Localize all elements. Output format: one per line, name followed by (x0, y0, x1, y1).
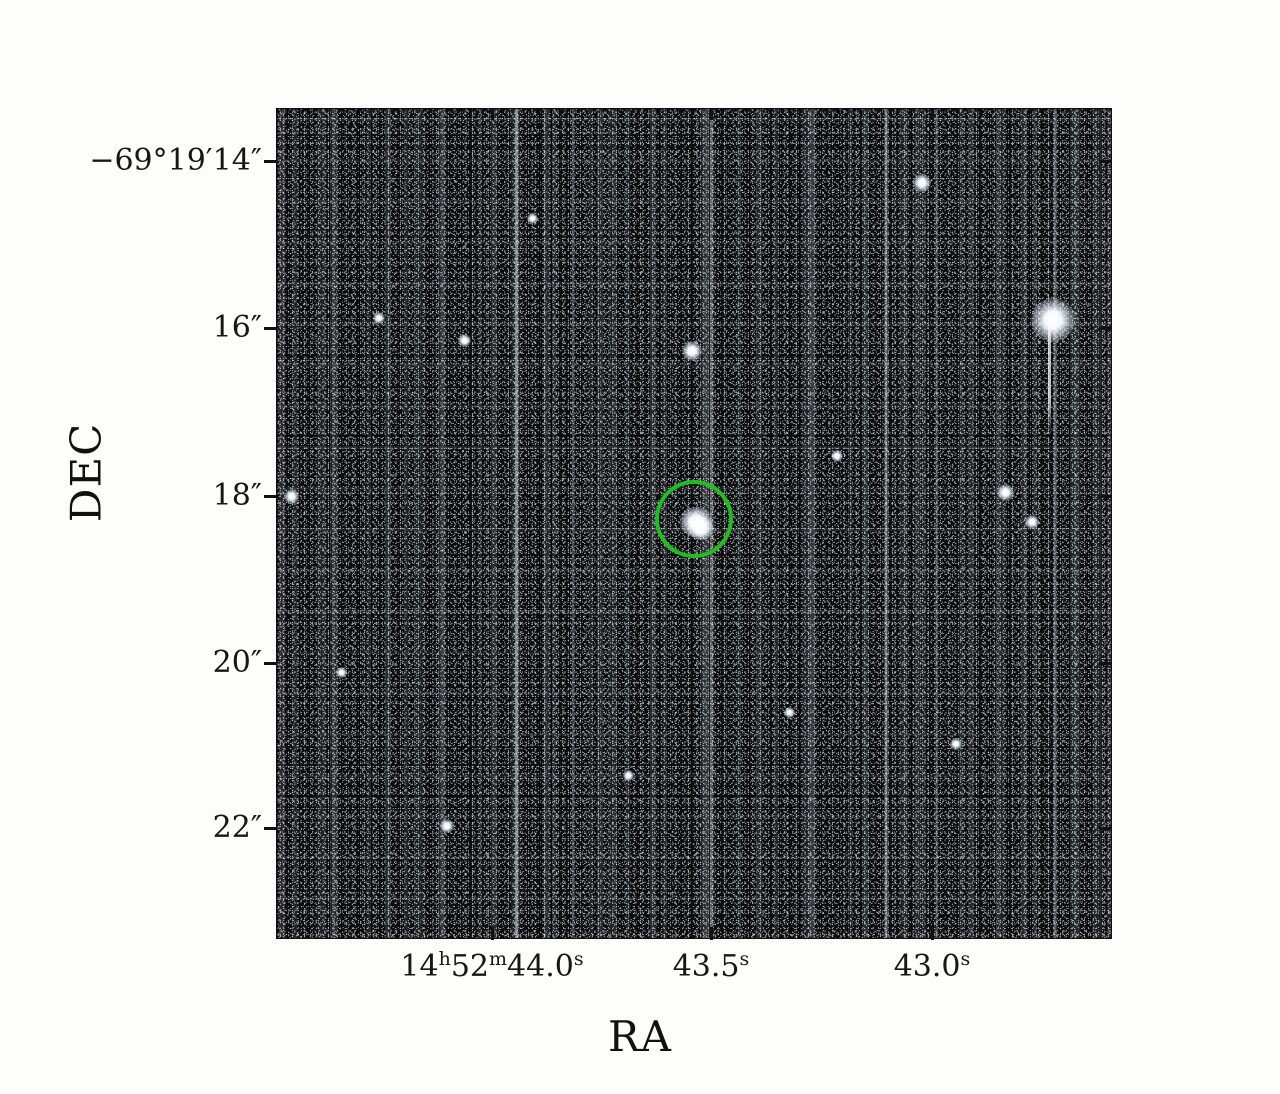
y-axis-title: DEC (61, 422, 111, 523)
bright-source (682, 341, 702, 361)
bright-source (950, 738, 962, 750)
x-tick-mark (491, 927, 494, 940)
x-tick-mark-top (710, 109, 713, 120)
x-tick-mark (710, 927, 713, 940)
x-tick-hours: 14 (400, 949, 439, 984)
x-tick-label-0: 14h52m44.0s (342, 949, 642, 984)
x-tick-mark-top (931, 109, 934, 120)
bright-source (373, 312, 385, 324)
x-tick-seconds-unit: s (739, 948, 750, 970)
x-tick-seconds: 44.0 (507, 949, 574, 984)
bright-source (913, 174, 931, 192)
y-tick-label-3: 20″ (212, 645, 262, 680)
x-tick-mark-top (491, 109, 494, 120)
y-tick-mark-right (1099, 327, 1112, 330)
bright-source (1025, 515, 1039, 529)
bright-source (527, 213, 538, 224)
bright-source (336, 667, 347, 678)
caption-sliver (48, 1082, 1238, 1091)
bright-source (831, 450, 843, 462)
y-tick-mark (264, 662, 276, 665)
bright-source (284, 489, 299, 504)
bright-source (440, 819, 454, 833)
source-region-circle (655, 480, 733, 558)
x-tick-minutes-unit: m (489, 948, 508, 970)
x-tick-hours-unit: h (438, 948, 451, 970)
bright-source-streak (1048, 304, 1051, 432)
x-tick-label-2: 43.0s (832, 949, 1032, 984)
x-tick-seconds: 43.0 (893, 949, 961, 984)
y-tick-label-2: 18″ (212, 478, 262, 513)
y-tick-mark (264, 495, 276, 498)
bright-source (1031, 298, 1075, 342)
y-tick-mark (264, 327, 276, 330)
y-tick-mark-right (1099, 827, 1112, 830)
x-tick-seconds-unit: s (573, 948, 584, 970)
bright-source (458, 334, 471, 347)
y-tick-mark-right (1099, 160, 1112, 163)
x-tick-seconds-unit: s (960, 948, 971, 970)
bright-source (623, 770, 634, 781)
x-axis-title: RA (608, 1012, 672, 1061)
bright-source (784, 707, 795, 718)
x-tick-minutes: 52 (450, 949, 490, 984)
y-tick-label-0: −69°19′14″ (89, 143, 262, 178)
y-tick-mark-right (1099, 662, 1112, 665)
y-tick-mark-right (1099, 495, 1112, 498)
y-tick-label-4: 22″ (212, 810, 262, 845)
y-tick-mark (264, 160, 276, 163)
x-tick-mark (931, 927, 934, 940)
bright-source (997, 484, 1014, 501)
y-tick-label-1: 16″ (212, 310, 262, 345)
x-tick-seconds: 43.5 (672, 949, 740, 984)
y-tick-mark (264, 827, 276, 830)
x-tick-label-1: 43.5s (611, 949, 811, 984)
